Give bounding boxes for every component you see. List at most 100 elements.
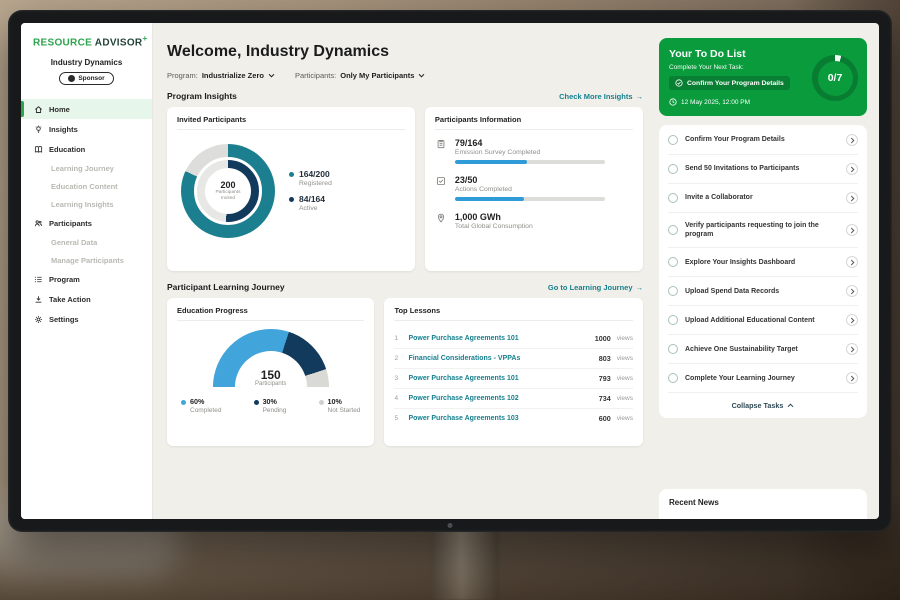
invited-participants-card: Invited Participants 200 Participants In…: [167, 107, 415, 271]
check-more-insights-link[interactable]: Check More Insights →: [559, 92, 643, 101]
sidebar-item-general-data[interactable]: General Data: [51, 237, 98, 247]
program-filter-dropdown[interactable]: Program: Industrialize Zero: [167, 71, 275, 80]
not-started-value: 10%: [327, 397, 342, 406]
task-row[interactable]: Upload Spend Data Records: [668, 277, 858, 307]
invited-donut-chart: 200 Participants Invited: [181, 144, 275, 238]
participants-information-card: Participants Information 79/164 Emission…: [424, 107, 643, 271]
task-row[interactable]: Upload Additional Educational Content: [668, 306, 858, 336]
legend-dot-not-started: [318, 400, 324, 405]
task-label: Achieve One Sustainability Target: [685, 345, 798, 353]
sidebar-nav: Home Insights Education Learning Journey…: [21, 99, 152, 329]
lesson-link[interactable]: Power Purchase Agreements 103: [408, 415, 519, 422]
pending-value: 30%: [262, 397, 277, 406]
go-to-learning-journey-label: Go to Learning Journey: [547, 282, 633, 292]
task-chevron-button[interactable]: [846, 134, 858, 146]
top-lessons-title: Top Lessons: [394, 306, 633, 321]
sidebar-item-label: Participants: [49, 218, 92, 228]
task-checkbox[interactable]: [668, 164, 678, 174]
lesson-link[interactable]: Financial Considerations - VPPAs: [408, 355, 521, 362]
task-chevron-button[interactable]: [846, 285, 858, 298]
task-row[interactable]: Verify participants requesting to join t…: [668, 213, 858, 249]
lesson-views-suffix: views: [616, 355, 633, 362]
next-task-pill[interactable]: Confirm Your Program Details: [669, 76, 790, 90]
task-row[interactable]: Achieve One Sustainability Target: [668, 335, 858, 365]
sidebar-item-education-content[interactable]: Education Content: [51, 181, 118, 191]
task-chevron-button[interactable]: [846, 314, 858, 327]
actions-completed-value: 23/50: [454, 175, 478, 185]
task-row[interactable]: Explore Your Insights Dashboard: [668, 248, 858, 278]
emission-survey-value: 79/164: [454, 138, 483, 148]
sponsor-icon: [68, 75, 76, 83]
invited-donut-inner-ring: 200 Participants Invited: [194, 157, 262, 225]
legend-dot-completed: [181, 400, 186, 405]
task-row[interactable]: Send 50 Invitations to Participants: [668, 155, 858, 184]
lesson-views-suffix: views: [616, 335, 633, 342]
chevron-right-icon: [850, 375, 854, 382]
task-checkbox[interactable]: [668, 286, 678, 297]
logo-secondary: ADVISOR: [94, 37, 143, 49]
task-checkbox[interactable]: [668, 344, 678, 355]
actions-completed-label: Actions Completed: [454, 186, 512, 193]
collapse-tasks-button[interactable]: Collapse Tasks: [668, 393, 858, 417]
lesson-row: 2 Financial Considerations - VPPAs 803 v…: [394, 349, 633, 369]
task-chevron-button[interactable]: [846, 372, 858, 385]
lesson-link[interactable]: Power Purchase Agreements 101: [408, 375, 519, 382]
program-icon: [34, 276, 42, 283]
sidebar-item-education[interactable]: Education: [21, 139, 152, 159]
sidebar-item-program[interactable]: Program: [21, 269, 152, 289]
task-chevron-button[interactable]: [846, 256, 858, 269]
chevron-right-icon: [850, 137, 854, 143]
sidebar-item-manage-participants[interactable]: Manage Participants: [51, 255, 124, 265]
task-row[interactable]: Confirm Your Program Details: [668, 126, 858, 155]
task-label: Verify participants requesting to join t…: [685, 222, 819, 239]
lesson-views-suffix: views: [616, 415, 633, 422]
task-chevron-button[interactable]: [846, 224, 858, 237]
task-list-card: Confirm Your Program Details Send 50 Inv…: [659, 125, 867, 419]
task-row[interactable]: Complete Your Learning Journey: [668, 364, 858, 394]
task-label: Explore Your Insights Dashboard: [685, 258, 796, 266]
sidebar-item-settings[interactable]: Settings: [21, 309, 152, 329]
donut-center-label: Participants Invited: [215, 190, 241, 201]
sidebar-item-home[interactable]: Home: [21, 99, 152, 120]
sidebar-item-learning-insights[interactable]: Learning Insights: [51, 199, 114, 209]
sidebar-item-learning-journey[interactable]: Learning Journey: [51, 163, 114, 173]
sidebar-item-participants[interactable]: Participants: [21, 213, 152, 233]
go-to-learning-journey-link[interactable]: Go to Learning Journey →: [548, 283, 643, 292]
lesson-link[interactable]: Power Purchase Agreements 102: [408, 395, 519, 402]
task-checkbox[interactable]: [668, 373, 678, 384]
participants-filter-label: Participants:: [294, 71, 337, 80]
pending-label: Pending: [262, 407, 287, 414]
task-checkbox[interactable]: [668, 315, 678, 326]
task-label: Invite a Collaborator: [685, 194, 753, 202]
chevron-down-icon: [268, 73, 275, 78]
task-checkbox[interactable]: [668, 193, 678, 203]
lesson-row: 4 Power Purchase Agreements 102 734 view…: [394, 389, 633, 409]
task-checkbox[interactable]: [668, 225, 678, 236]
lesson-row: 3 Power Purchase Agreements 101 793 view…: [394, 369, 633, 389]
program-insights-title: Program Insights: [167, 91, 237, 101]
sponsor-badge[interactable]: Sponsor: [59, 72, 114, 86]
task-row[interactable]: Invite a Collaborator: [668, 184, 858, 213]
task-checkbox[interactable]: [668, 257, 678, 268]
stat-emission-survey: 79/164 Emission Survey Completed: [435, 138, 633, 164]
education-progress-title: Education Progress: [177, 306, 365, 321]
task-chevron-button[interactable]: [846, 192, 858, 204]
registered-label: Registered: [299, 180, 332, 187]
task-label: Confirm Your Program Details: [685, 136, 785, 144]
todo-progress-value: 0/7: [827, 72, 843, 84]
task-chevron-button[interactable]: [846, 163, 858, 175]
sidebar-item-take-action[interactable]: Take Action: [21, 289, 152, 309]
take-action-icon: [35, 296, 42, 303]
filter-bar: Program: Industrialize Zero Participants…: [167, 71, 643, 80]
sidebar-item-insights[interactable]: Insights: [21, 119, 152, 139]
active-value: 84/164: [299, 194, 325, 204]
legend-item-registered: 164/200 Registered: [289, 169, 332, 187]
task-chevron-button[interactable]: [846, 343, 858, 356]
task-checkbox[interactable]: [668, 135, 678, 145]
program-filter-value: Industrialize Zero: [201, 71, 264, 80]
arrow-right-icon: →: [635, 282, 644, 292]
settings-icon: [34, 315, 43, 323]
lesson-link[interactable]: Power Purchase Agreements 101: [408, 335, 519, 342]
monitor: RESOURCE ADVISOR+ Industry Dynamics Spon…: [8, 10, 892, 532]
participants-filter-dropdown[interactable]: Participants: Only My Participants: [295, 71, 425, 80]
